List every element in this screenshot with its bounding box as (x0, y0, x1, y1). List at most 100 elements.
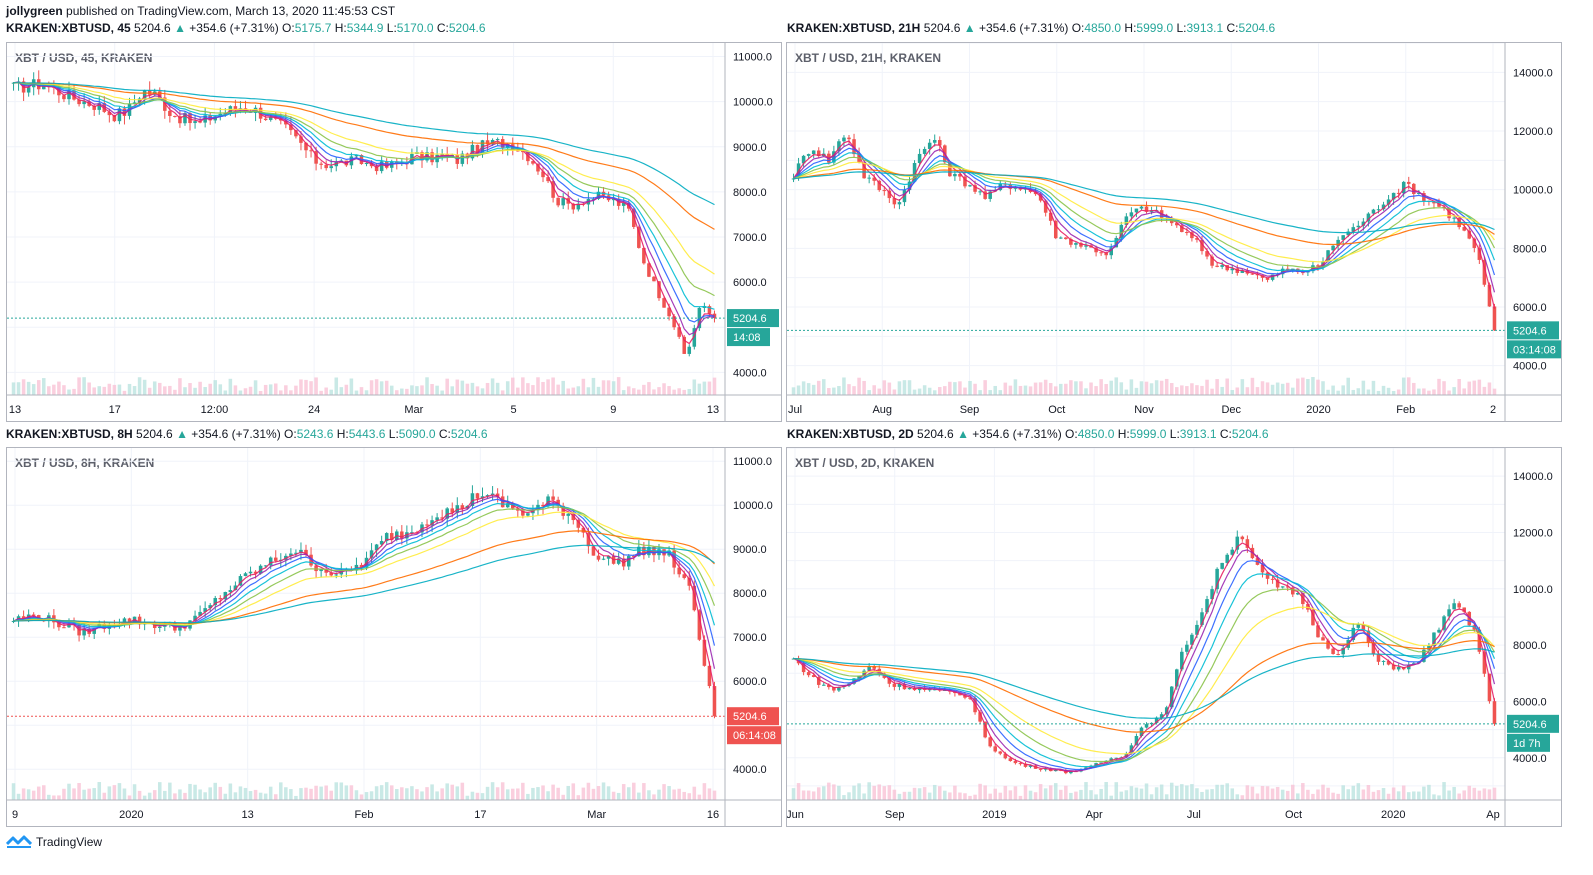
chart-svg[interactable]: 14000.0 12000.0 10000.0 8000.0 6000.0 4000.0 J… (787, 448, 1561, 826)
timer-label: 03:14:08 (1513, 344, 1556, 356)
candle-body (82, 628, 86, 636)
low-value: 3913.1 (1179, 427, 1217, 441)
volume-bar (1023, 385, 1028, 395)
volume-bar (389, 785, 394, 800)
volume-bar (42, 378, 46, 395)
candle-body (1321, 637, 1325, 641)
volume-bar (697, 383, 702, 395)
ema-line (13, 81, 715, 310)
volume-bar (289, 789, 293, 800)
volume-bar (1089, 790, 1093, 800)
volume-bar (1074, 791, 1078, 800)
volume-bar (1129, 379, 1134, 395)
candle-body (364, 162, 369, 165)
candle-body (1190, 232, 1194, 239)
timer-box (1507, 733, 1550, 752)
candle-body (806, 672, 811, 676)
tradingview-brand[interactable]: TradingView (36, 835, 103, 849)
chart-panel-8h[interactable]: XBT / USD, 8H, KRAKEN 11000.0 10000.0 9000… (6, 447, 782, 827)
volume-bar (334, 782, 339, 800)
candle-body (953, 173, 957, 177)
candle-body (988, 191, 992, 199)
candle-body (324, 569, 328, 573)
volume-bar (1401, 377, 1406, 395)
candle-body (677, 567, 681, 575)
candle-body (1437, 203, 1441, 207)
candle-body (1361, 221, 1366, 226)
close-value: 5204.6 (450, 427, 488, 441)
chart-panel-2d[interactable]: XBT / USD, 2D, KRAKEN 14000.0 12000.0 1000… (786, 447, 1562, 827)
volume-bar (344, 384, 349, 395)
volume-bar (384, 782, 389, 800)
volume-bar (953, 382, 957, 395)
volume-bar (480, 793, 485, 800)
volume-bar (294, 795, 298, 800)
candle-body (465, 153, 470, 159)
volume-bar (877, 388, 882, 395)
volume-bar (1028, 790, 1033, 800)
candle-body (1371, 209, 1376, 214)
author-name[interactable]: jollygreen (6, 4, 63, 18)
candle-body (692, 328, 697, 347)
candle-body (867, 666, 871, 671)
chart-panel-45[interactable]: XBT / USD, 45, KRAKEN 11000.0 10000.0 9000… (6, 42, 782, 422)
candle-body (596, 191, 601, 199)
candle-body (384, 533, 389, 542)
volume-bar (606, 380, 611, 395)
candle-body (692, 585, 697, 611)
chart-svg[interactable]: 14000.0 12000.0 10000.0 8000.0 6000.0 4000.0 J… (787, 43, 1561, 421)
volume-bar (127, 383, 132, 395)
candle-body (1280, 586, 1285, 588)
chart-svg[interactable]: 11000.0 10000.0 9000.0 8000.0 7000.0 6000.0 40… (7, 448, 781, 826)
candle-body (1114, 237, 1119, 248)
open-value: 5243.6 (296, 427, 334, 441)
x-tick-label: Oct (1285, 809, 1302, 821)
volume-bar (1255, 793, 1260, 800)
candle-body (127, 618, 132, 623)
x-tick-label: Apr (1086, 809, 1103, 821)
price-label: 5204.6 (733, 711, 767, 723)
x-tick-label: Mar (404, 404, 423, 416)
volume-bar (147, 387, 152, 395)
volume-bar (1467, 785, 1472, 800)
volume-bar (632, 388, 636, 395)
volume-bar (983, 785, 987, 800)
volume-bar (97, 782, 102, 800)
open-label: O: (284, 427, 297, 441)
candle-body (440, 154, 444, 156)
candle-body (1326, 250, 1330, 262)
volume-bar (1275, 786, 1280, 800)
volume-bar (1164, 794, 1169, 800)
candle-body (1240, 536, 1245, 540)
volume-bar (440, 788, 444, 800)
volume-bar (445, 783, 449, 800)
candle-body (490, 493, 495, 496)
volume-bar (922, 787, 927, 800)
change-value: +354.6 (+7.31%) (975, 21, 1072, 35)
volume-bar (1290, 784, 1295, 800)
low-value: 5090.0 (398, 427, 436, 441)
volume-bar (702, 783, 707, 800)
price-label-box (1507, 321, 1559, 340)
chart-panel-21h[interactable]: XBT / USD, 21H, KRAKEN 14000.0 12000.0 100… (786, 42, 1562, 422)
y-tick-label: 10000.0 (733, 97, 773, 109)
volume-bar (601, 380, 606, 395)
open-value: 4850.0 (1077, 427, 1115, 441)
candle-body (62, 95, 66, 100)
chart-svg[interactable]: 11000.0 10000.0 9000.0 8000.0 7000.0 6000.0 40… (7, 43, 781, 421)
volume-bar (263, 384, 268, 395)
volume-bar (1195, 788, 1199, 800)
y-tick-label: 8000.0 (733, 588, 767, 600)
change-value: +354.6 (+7.31%) (187, 427, 285, 441)
volume-bar (852, 386, 856, 395)
open-label: O: (1065, 427, 1078, 441)
volume-bar (887, 382, 892, 395)
candle-body (289, 553, 293, 556)
candle-body (1059, 237, 1063, 239)
volume-bar (1104, 384, 1108, 395)
volume-bar (203, 792, 207, 800)
ema-line (793, 648, 1495, 719)
volume-bar (178, 789, 182, 800)
candle-body (1240, 270, 1245, 273)
volume-bar (571, 783, 576, 800)
